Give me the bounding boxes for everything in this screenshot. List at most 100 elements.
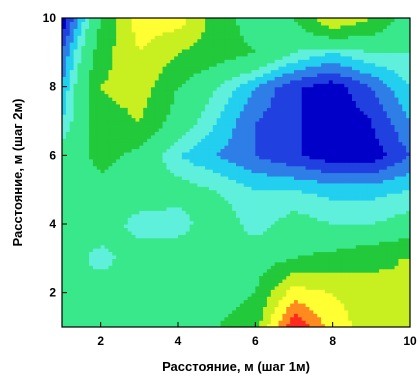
contour-cell	[247, 292, 253, 297]
contour-cell	[185, 313, 191, 318]
contour-cell	[170, 265, 175, 270]
contour-cell	[286, 316, 291, 321]
contour-cell	[189, 237, 195, 242]
contour-cell	[375, 227, 380, 232]
contour-cell	[379, 210, 384, 215]
contour-cell	[139, 237, 144, 242]
contour-cell	[127, 155, 133, 160]
contour-cell	[166, 258, 171, 263]
contour-cell	[181, 158, 187, 163]
contour-cell	[313, 151, 318, 156]
contour-cell	[228, 241, 233, 246]
contour-cell	[158, 299, 164, 304]
contour-cell	[282, 220, 287, 225]
contour-cell	[406, 285, 410, 290]
contour-cell	[274, 186, 280, 191]
contour-cell	[85, 309, 90, 314]
contour-cell	[317, 241, 322, 246]
contour-cell	[266, 217, 272, 222]
contour-cell	[135, 134, 140, 139]
contour-cell	[398, 258, 403, 263]
contour-cell	[89, 316, 94, 321]
contour-cell	[382, 302, 388, 307]
contour-cell	[120, 272, 125, 277]
contour-cell	[189, 265, 195, 270]
contour-cell	[81, 165, 86, 170]
contour-cell	[386, 189, 392, 194]
contour-cell	[332, 309, 338, 314]
contour-cell	[216, 165, 222, 170]
contour-cell	[328, 261, 334, 266]
contour-cell	[185, 299, 191, 304]
contour-cell	[251, 217, 256, 222]
contour-cell	[332, 320, 338, 325]
contour-cell	[205, 134, 210, 139]
contour-cell	[390, 265, 396, 270]
contour-cell	[166, 138, 171, 143]
contour-cell	[375, 186, 380, 191]
contour-cell	[282, 234, 287, 239]
contour-cell	[406, 227, 410, 232]
contour-cell	[201, 272, 206, 277]
contour-cell	[166, 193, 171, 198]
contour-cell	[344, 237, 349, 242]
contour-cell	[352, 230, 357, 235]
contour-cell	[208, 323, 214, 327]
contour-cell	[69, 213, 75, 218]
contour-cell	[394, 241, 399, 246]
contour-cell	[243, 227, 249, 232]
contour-cell	[359, 313, 365, 318]
contour-cell	[65, 282, 71, 287]
contour-cell	[321, 241, 326, 246]
contour-cell	[348, 316, 353, 321]
contour-cell	[112, 206, 117, 211]
contour-cell	[255, 306, 260, 311]
contour-cell	[321, 282, 326, 287]
contour-cell	[317, 227, 322, 232]
contour-cell	[355, 261, 361, 266]
contour-cell	[239, 244, 245, 249]
contour-cell	[112, 323, 117, 327]
contour-cell	[255, 275, 260, 280]
contour-cell	[205, 206, 210, 211]
contour-cell	[77, 237, 82, 242]
contour-cell	[89, 203, 94, 208]
contour-cell	[297, 199, 303, 204]
contour-cell	[305, 265, 311, 270]
contour-cell	[135, 258, 140, 263]
contour-cell	[317, 158, 322, 163]
contour-cell	[321, 316, 326, 321]
contour-cell	[352, 169, 357, 174]
contour-cell	[81, 193, 86, 198]
contour-cell	[81, 179, 86, 184]
contour-cell	[112, 162, 117, 167]
contour-cell	[135, 299, 140, 304]
contour-cell	[104, 162, 109, 167]
contour-cell	[170, 203, 175, 208]
contour-cell	[201, 244, 206, 249]
contour-cell	[104, 189, 109, 194]
contour-cell	[382, 165, 388, 170]
contour-cell	[247, 220, 253, 225]
contour-cell	[305, 234, 311, 239]
contour-cell	[216, 296, 222, 301]
contour-cell	[112, 306, 117, 311]
contour-cell	[170, 254, 175, 259]
contour-cell	[398, 224, 403, 229]
contour-cell	[278, 165, 283, 170]
contour-cell	[201, 320, 206, 325]
contour-cell	[274, 165, 280, 170]
contour-cell	[127, 227, 133, 232]
contour-cell	[170, 323, 175, 327]
contour-cell	[386, 213, 392, 218]
contour-cell	[127, 302, 133, 307]
contour-cell	[216, 158, 222, 163]
contour-cell	[375, 151, 380, 156]
contour-cell	[328, 241, 334, 246]
contour-cell	[162, 302, 167, 307]
contour-cell	[282, 141, 287, 146]
contour-cell	[116, 268, 121, 273]
contour-cell	[120, 165, 125, 170]
contour-cell	[251, 306, 256, 311]
contour-cell	[386, 148, 392, 153]
